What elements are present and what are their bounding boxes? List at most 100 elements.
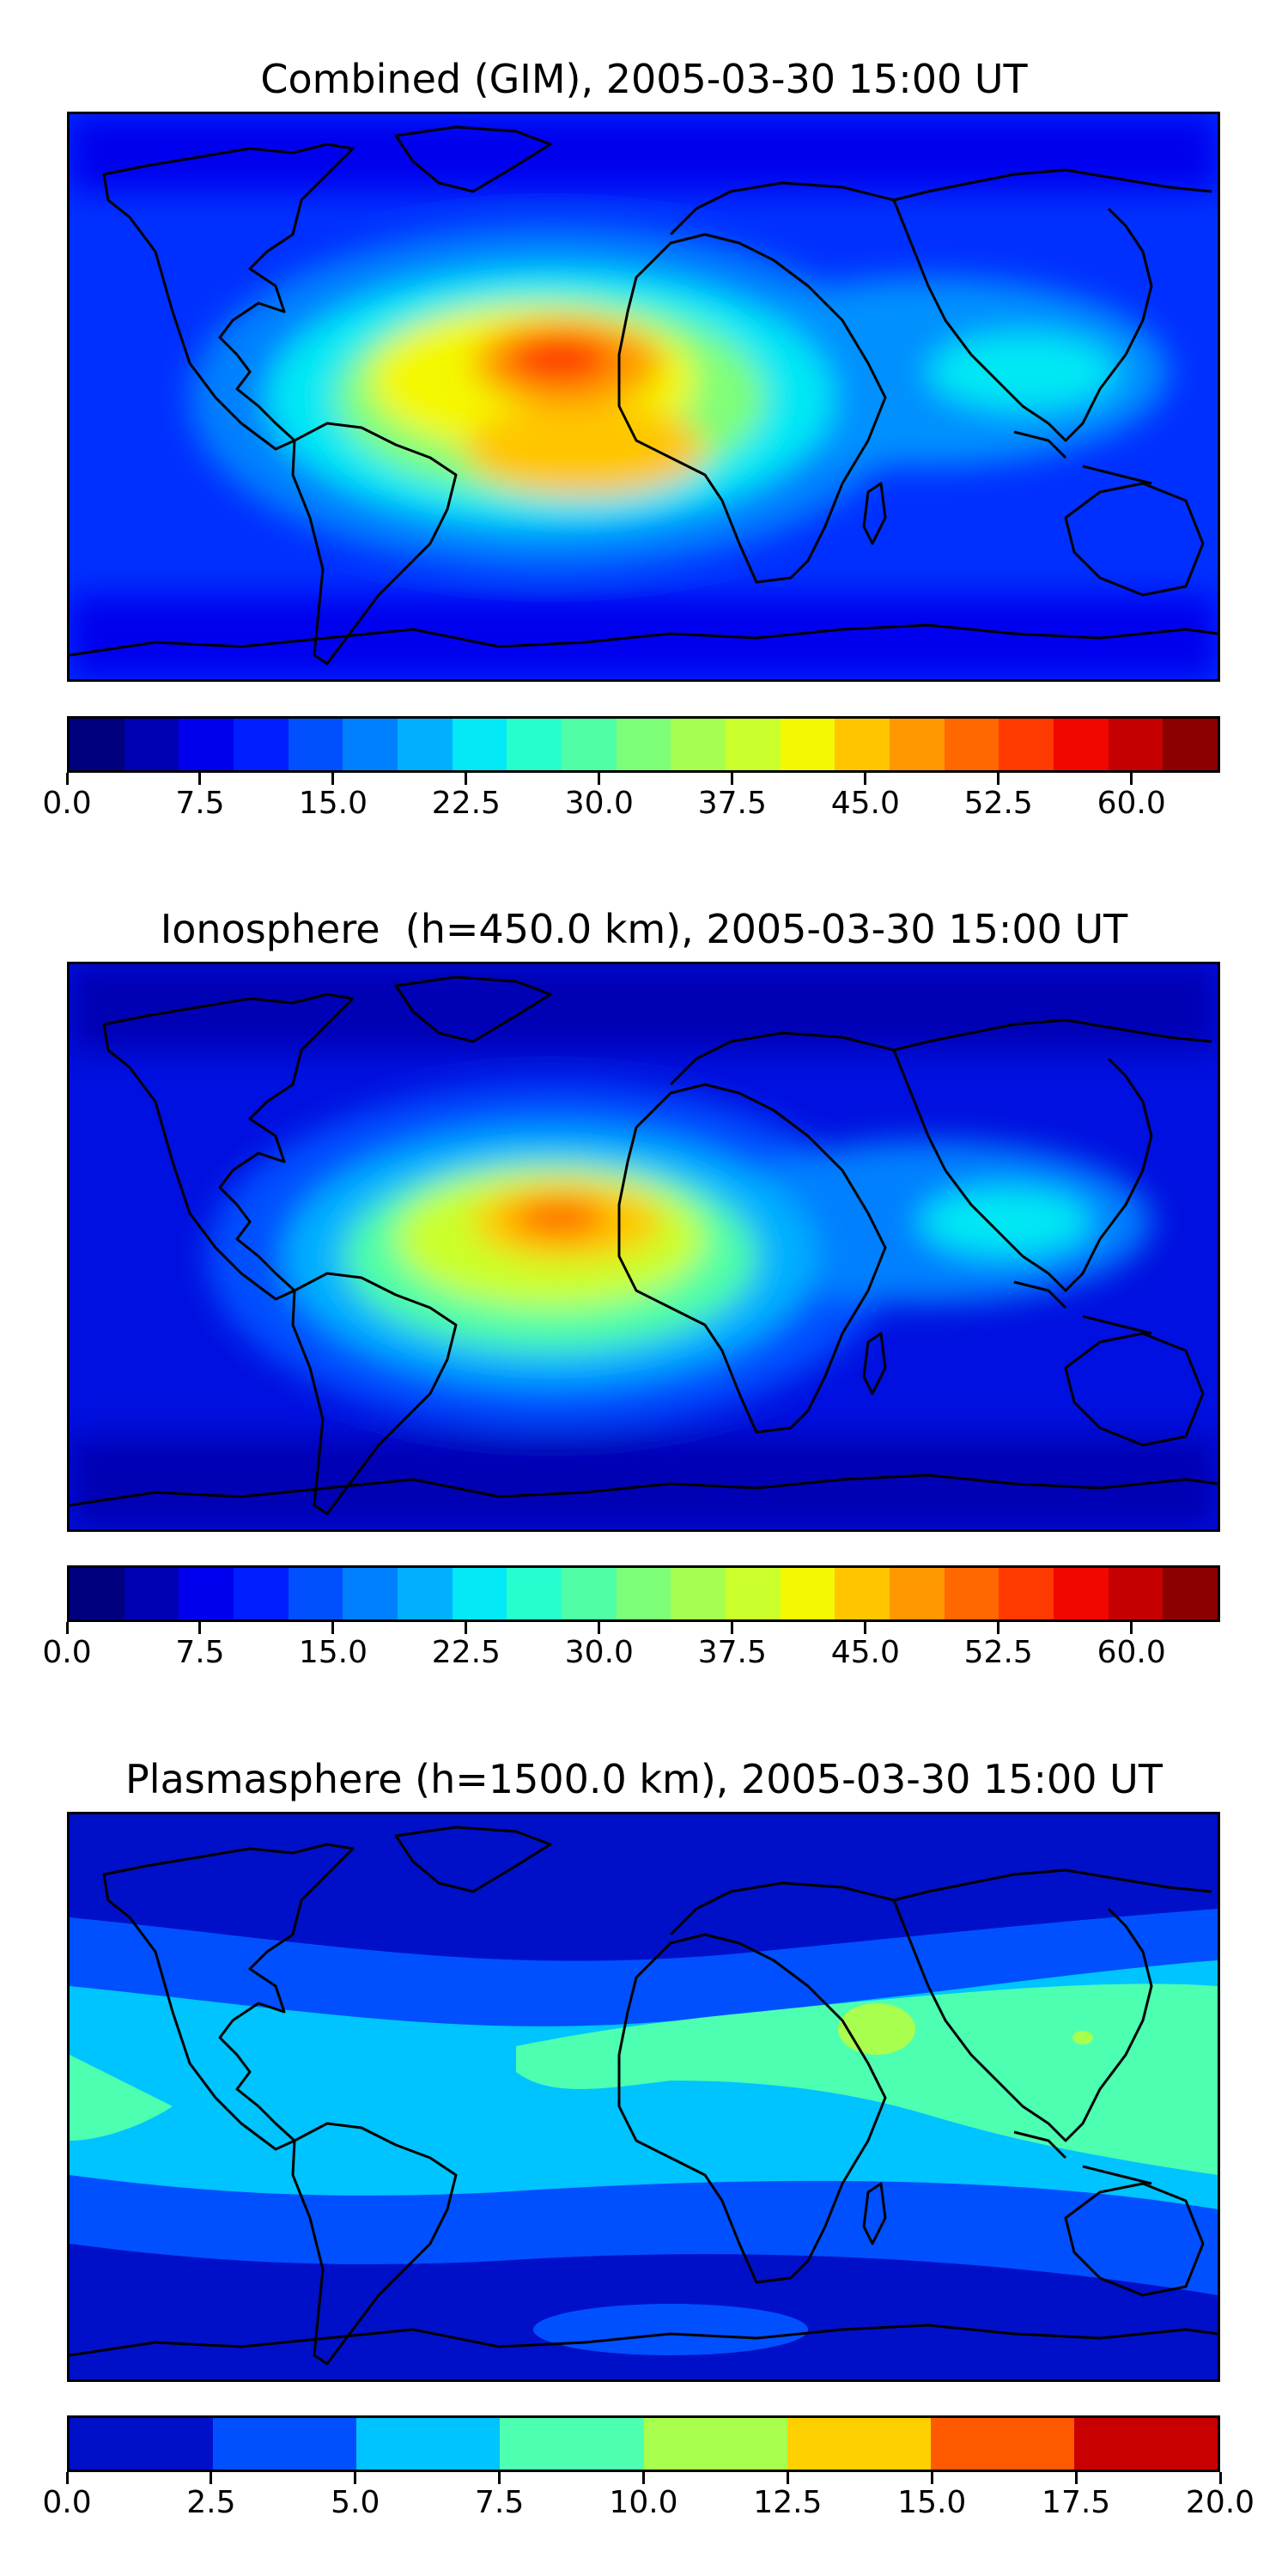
colorbar-tick-label: 60.0 <box>1097 1635 1166 1670</box>
colorbar-segment <box>1163 1568 1218 1619</box>
colorbar-segment <box>452 1568 507 1619</box>
colorbar-segment <box>507 719 562 770</box>
colorbar-tick <box>354 2472 357 2484</box>
colorbar-tick <box>331 1622 335 1634</box>
colorbar-segment <box>179 1568 234 1619</box>
colorbar-segment <box>890 719 945 770</box>
colorbar-tick <box>642 2472 645 2484</box>
colorbar-tick <box>731 1622 734 1634</box>
colorbar-tick-label: 10.0 <box>609 2485 678 2520</box>
colorbar-tick <box>786 2472 789 2484</box>
colorbar-segment <box>343 1568 398 1619</box>
colorbar-tick <box>65 2472 69 2484</box>
colorbar-tick-label: 15.0 <box>298 786 368 821</box>
map-combined <box>67 112 1220 682</box>
colorbar-segment <box>70 2418 214 2470</box>
colorbar-segment <box>398 719 453 770</box>
colorbar-tick <box>1130 773 1133 785</box>
panel-title-combined: Combined (GIM), 2005-03-30 15:00 UT <box>260 56 1028 102</box>
colorbar-segment <box>562 719 617 770</box>
colorbar-tick-label: 37.5 <box>697 786 767 821</box>
colorbar-tick <box>1218 2472 1222 2484</box>
colorbar-segment <box>1054 719 1109 770</box>
colorbar-tick-label: 7.5 <box>175 1635 225 1670</box>
colorbar-tick <box>731 773 734 785</box>
map-ionosphere <box>67 962 1220 1532</box>
colorbar-ionosphere <box>67 1565 1220 1622</box>
colorbar-tick <box>198 773 202 785</box>
colorbar-segment <box>616 1568 671 1619</box>
colorbar-segment <box>780 1568 835 1619</box>
colorbar-segment <box>234 1568 289 1619</box>
colorbar-segment <box>288 719 343 770</box>
colorbar-segment <box>356 2418 501 2470</box>
colorbar-segment <box>787 2418 931 2470</box>
colorbar-segment <box>234 719 289 770</box>
colorbar-tick <box>997 773 1000 785</box>
colorbar-segment <box>835 719 890 770</box>
colorbar-tick-label: 7.5 <box>175 786 225 821</box>
colorbar-tick-label: 52.5 <box>963 1635 1033 1670</box>
colorbar-segment <box>671 719 726 770</box>
colorbar-tick-label: 0.0 <box>42 786 92 821</box>
colorbar-segment <box>999 719 1054 770</box>
colorbar-tick-label: 45.0 <box>830 786 900 821</box>
colorbar-segment <box>890 1568 945 1619</box>
colorbar-tick <box>65 1622 69 1634</box>
colorbar-segment <box>1108 1568 1163 1619</box>
colorbar-tick-label: 45.0 <box>830 1635 900 1670</box>
colorbar-segment <box>616 719 671 770</box>
colorbar-segment <box>562 1568 617 1619</box>
colorbar-segment <box>944 1568 999 1619</box>
colorbar-tick <box>498 2472 501 2484</box>
map-plasmasphere <box>67 1812 1220 2382</box>
colorbar-tick <box>930 2472 933 2484</box>
colorbar-tick <box>598 1622 601 1634</box>
colorbar-tick-label: 15.0 <box>298 1635 368 1670</box>
colorbar-segment <box>70 1568 125 1619</box>
colorbar-segment <box>70 719 125 770</box>
colorbar-segment <box>500 2418 644 2470</box>
colorbar-tick-label: 17.5 <box>1042 2485 1111 2520</box>
colorbar-segment <box>726 719 781 770</box>
colorbar-segment <box>124 1568 179 1619</box>
colorbar-tick <box>864 1622 867 1634</box>
panel-title-ionosphere: Ionosphere (h=450.0 km), 2005-03-30 15:0… <box>160 906 1128 952</box>
colorbar-tick-label: 30.0 <box>564 786 634 821</box>
colorbar-tick <box>864 773 867 785</box>
colorbar-tick-label: 60.0 <box>1097 786 1166 821</box>
colorbar-tick-label: 0.0 <box>42 2485 92 2520</box>
colorbar-tick-label: 22.5 <box>431 786 501 821</box>
colorbar-tick-label: 22.5 <box>431 1635 501 1670</box>
colorbar-segment <box>643 2418 787 2470</box>
colorbar-segment <box>1108 719 1163 770</box>
colorbar-segment <box>1073 2418 1218 2470</box>
colorbar-segment <box>780 719 835 770</box>
colorbar-segment <box>671 1568 726 1619</box>
colorbar-tick-label: 30.0 <box>564 1635 634 1670</box>
colorbar-segment <box>944 719 999 770</box>
colorbar-plasmasphere <box>67 2415 1220 2472</box>
colorbar-segment <box>835 1568 890 1619</box>
colorbar-segment <box>398 1568 453 1619</box>
colorbar-tick-label: 12.5 <box>753 2485 823 2520</box>
colorbar-tick-label: 15.0 <box>897 2485 967 2520</box>
colorbar-segment <box>179 719 234 770</box>
colorbar-tick <box>997 1622 1000 1634</box>
colorbar-tick-label: 0.0 <box>42 1635 92 1670</box>
colorbar-combined <box>67 716 1220 773</box>
panel-title-plasmasphere: Plasmasphere (h=1500.0 km), 2005-03-30 1… <box>125 1756 1163 1802</box>
colorbar-segment <box>124 719 179 770</box>
colorbar-tick-label: 7.5 <box>474 2485 525 2520</box>
colorbar-tick <box>65 773 69 785</box>
colorbar-tick-label: 37.5 <box>697 1635 767 1670</box>
colorbar-segment <box>999 1568 1054 1619</box>
colorbar-segment <box>726 1568 781 1619</box>
colorbar-segment <box>288 1568 343 1619</box>
colorbar-tick <box>465 773 468 785</box>
colorbar-tick-label: 52.5 <box>963 786 1033 821</box>
colorbar-segment <box>452 719 507 770</box>
colorbar-tick <box>210 2472 213 2484</box>
colorbar-tick-label: 20.0 <box>1185 2485 1255 2520</box>
colorbar-segment <box>1054 1568 1109 1619</box>
